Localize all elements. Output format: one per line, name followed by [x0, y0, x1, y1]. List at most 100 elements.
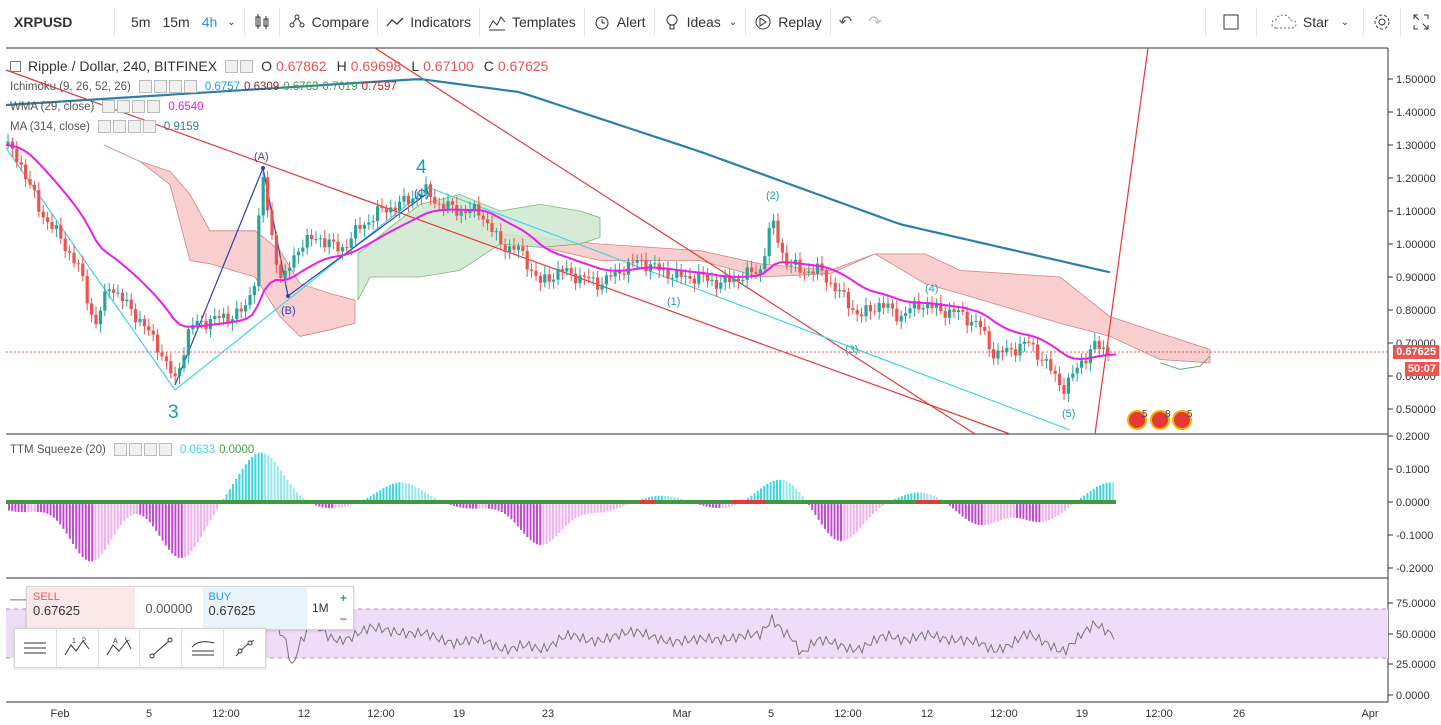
ttm-bar: [1051, 502, 1054, 519]
sell-button[interactable]: SELL 0.67625: [27, 587, 136, 629]
ttm-bar: [859, 502, 862, 529]
candle-body: [600, 284, 604, 290]
candle-body: [1053, 370, 1057, 374]
us-flag-icon[interactable]: [1127, 410, 1147, 430]
star-label: Star: [1302, 14, 1329, 30]
interval-4h[interactable]: 4h: [201, 14, 218, 30]
minus-button[interactable]: −: [339, 611, 347, 626]
wave-label-i2: (2): [766, 190, 779, 202]
eye-icon[interactable]: [102, 100, 116, 113]
interval-15m[interactable]: 15m: [162, 14, 190, 30]
ideas-button[interactable]: Ideas ⌄: [655, 0, 746, 44]
chart-type-button[interactable]: [245, 0, 279, 44]
tool-horizontal-lines[interactable]: [15, 629, 57, 667]
close-icon[interactable]: [142, 120, 156, 133]
plus-button[interactable]: +: [339, 590, 347, 605]
tool-trend-line[interactable]: [140, 629, 183, 667]
candle-body: [481, 215, 485, 220]
candle-body: [1022, 341, 1026, 344]
candle-body: [274, 235, 278, 265]
indicators-icon: [386, 17, 404, 27]
candle-body: [807, 271, 811, 273]
ttm-bar: [184, 502, 186, 558]
plus-icon[interactable]: [143, 443, 157, 456]
templates-button[interactable]: Templates: [480, 0, 584, 44]
ttm-bar: [366, 497, 369, 502]
ttm-bar: [369, 496, 372, 502]
close-icon[interactable]: [183, 80, 197, 93]
spread-value: 0.00000: [145, 600, 193, 616]
ttm-bar: [526, 502, 529, 538]
plus-icon[interactable]: [127, 120, 141, 133]
candle-body: [349, 238, 353, 248]
us-flag-icon[interactable]: [1150, 410, 1170, 430]
tool-channel[interactable]: [182, 629, 225, 667]
settings-icon[interactable]: [153, 80, 167, 93]
ttm-bar: [286, 479, 289, 502]
interval-5m[interactable]: 5m: [131, 14, 151, 30]
tool-ray[interactable]: [224, 629, 265, 667]
chevron-down-icon[interactable]: ⌄: [227, 16, 236, 28]
buy-button[interactable]: BUY 0.67625: [202, 587, 307, 629]
eye-icon[interactable]: [97, 120, 111, 133]
ttm-bar: [475, 502, 478, 509]
fullscreen-box-button[interactable]: [1206, 0, 1256, 44]
undo-button[interactable]: ↶: [831, 0, 860, 44]
ttm-bar: [577, 502, 580, 517]
compare-button[interactable]: Compare: [280, 0, 378, 44]
candle-body: [802, 272, 806, 274]
ttm-bar: [616, 502, 618, 509]
fullscreen-button[interactable]: [1401, 0, 1441, 44]
us-flag-icon[interactable]: [1172, 410, 1192, 430]
symbol-search[interactable]: XRPUSD: [14, 14, 73, 30]
ttm-bar: [321, 502, 324, 508]
ttm-bar: [116, 502, 119, 530]
redo-button[interactable]: ↷: [860, 0, 889, 44]
settings-icon[interactable]: [117, 100, 131, 113]
chevron-down-icon[interactable]: ⌄: [728, 16, 738, 28]
ttm-title[interactable]: TTM Squeeze (20): [10, 443, 106, 456]
plus-icon[interactable]: [168, 80, 182, 93]
plus-icon[interactable]: [132, 100, 146, 113]
candle-body: [1106, 347, 1110, 356]
ttm-bar: [897, 497, 900, 502]
ttm-bar: [107, 502, 110, 545]
ichimoku-title[interactable]: Ichimoku (9, 26, 52, 26): [10, 80, 131, 93]
candle-body: [939, 302, 943, 312]
settings-icon[interactable]: [240, 59, 254, 73]
eye-icon[interactable]: [225, 59, 239, 73]
ma-title[interactable]: MA (314, close): [10, 120, 90, 133]
replay-button[interactable]: Replay: [746, 0, 830, 44]
candle-body: [978, 320, 982, 327]
ttm-bar: [865, 502, 868, 521]
star-button[interactable]: Star ⌄: [1257, 0, 1363, 44]
close-icon[interactable]: [158, 443, 172, 456]
candle-body: [428, 184, 432, 198]
ttm-tick-label: -0.2000: [1396, 563, 1433, 575]
eye-icon[interactable]: [113, 443, 127, 456]
close-icon[interactable]: [147, 100, 161, 113]
candle-body: [380, 206, 384, 209]
red-trend-line: [5, 69, 1011, 435]
collapse-icon[interactable]: [10, 60, 21, 72]
settings-icon[interactable]: [128, 443, 142, 456]
settings-button[interactable]: [1364, 0, 1400, 44]
candle-body: [266, 177, 270, 211]
ttm-bar: [606, 502, 609, 512]
indicators-button[interactable]: Indicators: [378, 0, 479, 44]
wma-title[interactable]: WMA (29, close): [10, 100, 95, 113]
events-flags[interactable]: 5 8 5: [1127, 409, 1193, 430]
ttm-bar: [411, 484, 414, 502]
settings-icon[interactable]: [112, 120, 126, 133]
alert-button[interactable]: Alert: [585, 0, 654, 44]
candle-body: [217, 316, 221, 318]
eye-icon[interactable]: [138, 80, 152, 93]
chevron-down-icon[interactable]: ⌄: [1340, 16, 1349, 28]
ttm-bar: [43, 502, 46, 513]
trade-interval[interactable]: 1M: [311, 601, 329, 615]
candle-body: [15, 148, 19, 163]
ttm-bar: [388, 484, 391, 502]
candle-body: [574, 273, 578, 284]
